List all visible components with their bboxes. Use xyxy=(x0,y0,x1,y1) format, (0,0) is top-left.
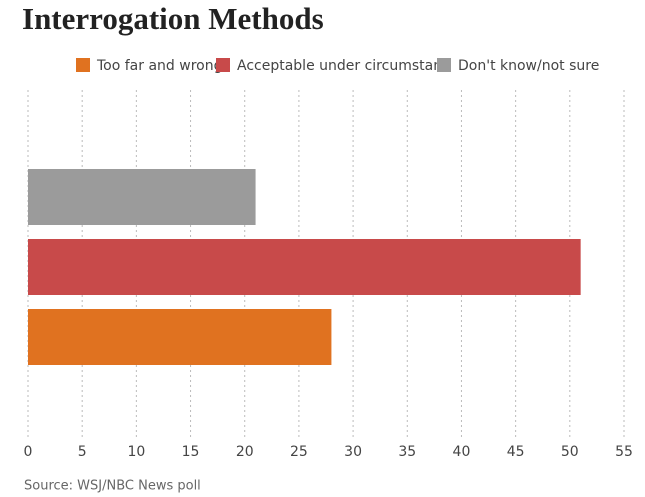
legend-swatch xyxy=(76,58,90,72)
x-tick-label: 35 xyxy=(398,444,416,460)
x-tick-label: 25 xyxy=(290,444,308,460)
x-tick-label: 5 xyxy=(78,444,87,460)
bar xyxy=(28,309,332,365)
source: Source: WSJ/NBC News poll xyxy=(24,479,201,494)
x-tick-label: 0 xyxy=(24,444,33,460)
x-tick-label: 50 xyxy=(561,444,579,460)
x-tick-label: 55 xyxy=(615,444,633,460)
legend-label: Don't know/not sure xyxy=(458,58,599,74)
x-tick-label: 30 xyxy=(344,444,362,460)
legend-swatch xyxy=(216,58,230,72)
chart-title: Interrogation Methods xyxy=(22,1,324,36)
x-tick-label: 45 xyxy=(507,444,525,460)
x-tick-label: 20 xyxy=(236,444,254,460)
x-tick-label: 15 xyxy=(182,444,200,460)
legend-label: Too far and wrong xyxy=(96,58,222,74)
bar xyxy=(28,239,581,295)
bar xyxy=(28,169,256,225)
legend-label: Acceptable under circumstanc xyxy=(237,58,450,74)
x-tick-label: 40 xyxy=(453,444,471,460)
legend-swatch xyxy=(437,58,451,72)
x-tick-label: 10 xyxy=(127,444,145,460)
